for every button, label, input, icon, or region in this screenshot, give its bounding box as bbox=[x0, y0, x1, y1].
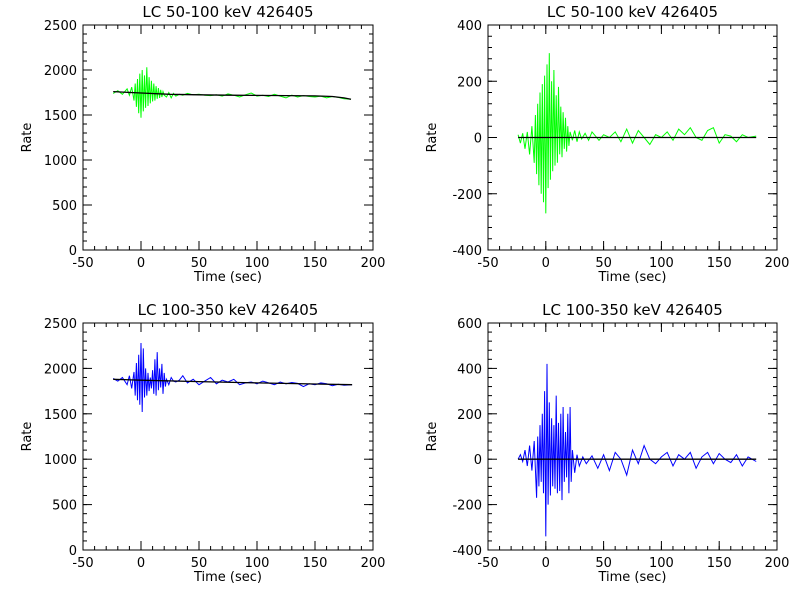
y-tick-label: 2500 bbox=[44, 19, 77, 34]
y-tick-label: 500 bbox=[52, 499, 77, 514]
chart-title: LC 100-350 keV 426405 bbox=[138, 301, 319, 319]
x-tick-label: -50 bbox=[477, 256, 498, 271]
x-axis-label: Time (sec) bbox=[597, 270, 666, 285]
x-tick-label: 200 bbox=[765, 256, 790, 271]
x-tick-label: 100 bbox=[649, 556, 674, 571]
x-tick-label: 100 bbox=[245, 556, 270, 571]
chart-title: LC 50-100 keV 426405 bbox=[547, 3, 718, 21]
x-tick-label: 150 bbox=[707, 256, 732, 271]
x-axis-label: Time (sec) bbox=[193, 270, 262, 285]
x-tick-label: 50 bbox=[595, 256, 612, 271]
x-tick-label: 150 bbox=[303, 256, 328, 271]
light-curve-line bbox=[517, 363, 757, 537]
y-tick-label: 2000 bbox=[44, 362, 77, 377]
y-tick-label: 1000 bbox=[44, 453, 77, 468]
y-tick-label: 0 bbox=[69, 244, 77, 259]
x-tick-label: -50 bbox=[72, 256, 93, 271]
y-tick-label: -200 bbox=[452, 499, 482, 514]
y-axis-label: Rate bbox=[20, 422, 35, 452]
chart-panel-4: -50 0 50 100 150 200 -400 -200 0 200 400 600 LC 100-… bbox=[425, 301, 789, 585]
chart-title: LC 100-350 keV 426405 bbox=[542, 301, 723, 319]
y-tick-label: -400 bbox=[452, 544, 482, 559]
background-fit-line bbox=[113, 378, 353, 386]
y-tick-label: -200 bbox=[452, 188, 482, 203]
y-tick-label: 1500 bbox=[44, 408, 77, 423]
x-tick-label: -50 bbox=[477, 556, 498, 571]
x-tick-label: 0 bbox=[137, 256, 145, 271]
light-curve-line bbox=[517, 53, 757, 214]
light-curve-line bbox=[112, 342, 353, 413]
x-tick-label: 0 bbox=[542, 256, 550, 271]
x-tick-label: 200 bbox=[361, 556, 386, 571]
y-tick-label: 2500 bbox=[44, 317, 77, 332]
y-tick-label: 1000 bbox=[44, 154, 77, 169]
chart-panel-2: -50 0 50 100 150 200 -400 -200 0 200 400 LC 50-100 … bbox=[425, 3, 789, 285]
x-tick-label: 100 bbox=[245, 256, 270, 271]
x-tick-label: 200 bbox=[765, 556, 790, 571]
y-axis-label: Rate bbox=[425, 123, 440, 153]
plot-frame bbox=[82, 24, 374, 251]
y-axis-label: Rate bbox=[20, 123, 35, 153]
chart-title: LC 50-100 keV 426405 bbox=[142, 3, 313, 21]
x-tick-label: 100 bbox=[649, 256, 674, 271]
y-tick-label: 0 bbox=[474, 453, 482, 468]
y-tick-label: 400 bbox=[457, 362, 482, 377]
y-tick-label: -400 bbox=[452, 244, 482, 259]
background-fit-line bbox=[113, 90, 352, 100]
x-axis-label: Time (sec) bbox=[597, 570, 666, 585]
x-tick-label: 50 bbox=[191, 556, 208, 571]
y-tick-label: 200 bbox=[457, 75, 482, 90]
y-tick-label: 400 bbox=[457, 19, 482, 34]
y-tick-label: 1500 bbox=[44, 109, 77, 124]
x-tick-label: 50 bbox=[595, 556, 612, 571]
plot-frame bbox=[487, 322, 778, 551]
plot-frame bbox=[82, 322, 374, 551]
y-axis-label: Rate bbox=[425, 422, 440, 452]
y-tick-label: 500 bbox=[52, 199, 77, 214]
x-tick-label: 0 bbox=[542, 556, 550, 571]
x-tick-label: 150 bbox=[303, 556, 328, 571]
x-tick-label: 0 bbox=[137, 556, 145, 571]
x-tick-label: 50 bbox=[191, 256, 208, 271]
y-tick-label: 0 bbox=[69, 544, 77, 559]
x-tick-label: 200 bbox=[361, 256, 386, 271]
x-tick-label: -50 bbox=[72, 556, 93, 571]
x-tick-label: 150 bbox=[707, 556, 732, 571]
x-axis-label: Time (sec) bbox=[193, 570, 262, 585]
y-tick-label: 200 bbox=[457, 408, 482, 423]
y-tick-label: 600 bbox=[457, 317, 482, 332]
light-curve-line bbox=[112, 67, 352, 118]
y-tick-label: 0 bbox=[474, 132, 482, 147]
y-tick-label: 2000 bbox=[44, 64, 77, 79]
